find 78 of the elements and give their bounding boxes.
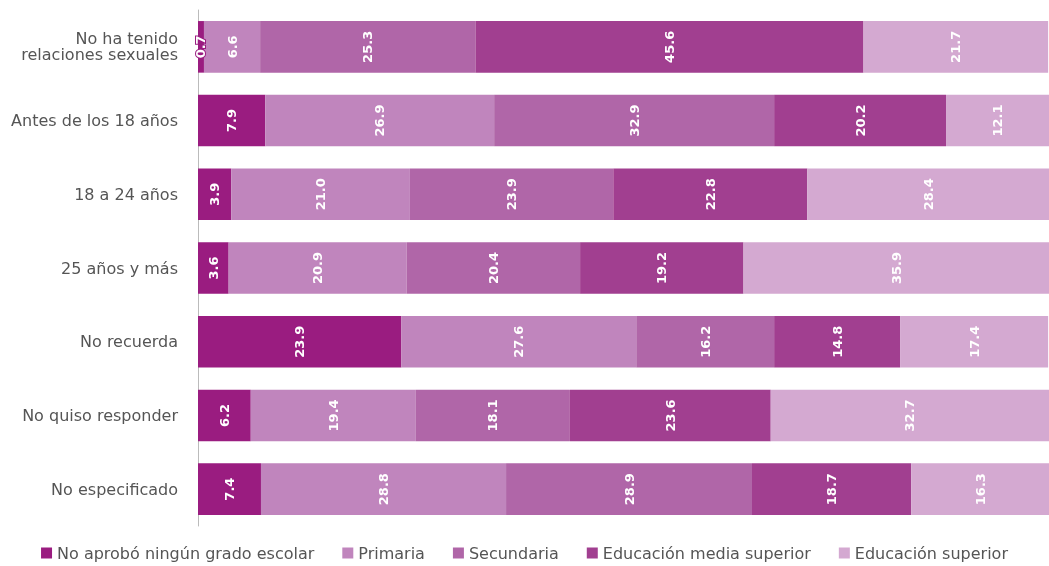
- y-tick-label: Antes de los 18 años: [11, 111, 178, 131]
- data-label: 27.6: [511, 325, 527, 358]
- y-tick-label: No quiso responder: [22, 405, 179, 425]
- data-label: 14.8: [829, 325, 845, 358]
- legend-label: No aprobó ningún grado escolar: [57, 543, 315, 563]
- bar: [613, 168, 808, 221]
- data-label: 25.3: [360, 30, 376, 63]
- legend-label: Educación superior: [854, 543, 1009, 563]
- data-label: 20.9: [310, 251, 326, 285]
- data-label: 3.6: [205, 256, 221, 280]
- bar: [807, 168, 1049, 221]
- data-label: 22.8: [702, 178, 718, 211]
- bar: [506, 463, 752, 515]
- y-tick-label: 18 a 24 años: [74, 184, 178, 204]
- data-label: 16.3: [972, 473, 988, 506]
- data-label: 28.9: [621, 473, 637, 506]
- bar: [774, 94, 947, 147]
- data-label: 32.7: [902, 399, 918, 432]
- data-label: 6.6: [224, 35, 240, 59]
- bar: [946, 94, 1049, 147]
- data-label: 6.2: [216, 403, 232, 427]
- legend-label: Primaria: [358, 543, 425, 563]
- data-label: 7.9: [224, 109, 240, 133]
- y-tick-label: No ha tenido relaciones sexuales: [21, 29, 178, 65]
- data-label: 12.1: [990, 104, 1006, 137]
- bar: [774, 315, 901, 368]
- data-label: 17.4: [966, 325, 982, 358]
- data-label: 16.2: [697, 325, 713, 358]
- data-label: 20.2: [852, 104, 868, 137]
- data-label: 18.1: [485, 399, 501, 432]
- bar: [636, 315, 775, 368]
- data-label: 20.4: [485, 251, 501, 285]
- bar: [743, 242, 1049, 294]
- bar: [494, 94, 775, 147]
- data-label: 19.4: [325, 399, 341, 432]
- bar: [569, 389, 771, 442]
- bar: [228, 242, 407, 294]
- bar: [475, 21, 864, 73]
- bar: [752, 463, 912, 515]
- bar: [203, 21, 261, 73]
- bar: [409, 168, 614, 221]
- bar: [401, 315, 637, 368]
- data-label: 28.4: [920, 178, 936, 211]
- bar: [770, 389, 1049, 442]
- data-label: 18.7: [824, 473, 840, 506]
- data-label: 45.6: [661, 30, 677, 63]
- bar: [231, 168, 410, 221]
- legend-label: Secundaria: [468, 543, 559, 563]
- data-label: 32.9: [626, 104, 642, 137]
- bar: [260, 21, 476, 73]
- data-label: 26.9: [372, 104, 388, 137]
- data-label: 23.9: [292, 325, 308, 358]
- bar: [911, 463, 1049, 515]
- y-tick-label: No especificado: [51, 479, 178, 499]
- bar: [265, 94, 495, 147]
- bar: [198, 315, 402, 368]
- bar: [580, 242, 744, 294]
- y-tick-label: No recuerda: [80, 332, 178, 352]
- bar: [406, 242, 581, 294]
- data-label: 3.9: [207, 182, 223, 206]
- data-label: 23.9: [504, 178, 520, 211]
- data-label: 21.7: [948, 30, 964, 63]
- bar: [198, 463, 261, 515]
- bar: [415, 389, 570, 442]
- bar: [863, 21, 1049, 73]
- bar: [198, 94, 266, 147]
- data-label: 7.4: [221, 477, 237, 501]
- bar: [900, 315, 1049, 368]
- data-label: 28.8: [376, 473, 392, 506]
- data-label: 21.0: [313, 178, 329, 211]
- bar: [250, 389, 416, 442]
- y-tick-label: 25 años y más: [61, 258, 178, 278]
- data-label: 23.6: [662, 399, 678, 432]
- data-label: 19.2: [654, 251, 670, 285]
- bar: [260, 463, 507, 515]
- bar: [198, 389, 251, 442]
- data-label: 35.9: [888, 251, 904, 285]
- legend-label: Educación media superior: [602, 543, 812, 563]
